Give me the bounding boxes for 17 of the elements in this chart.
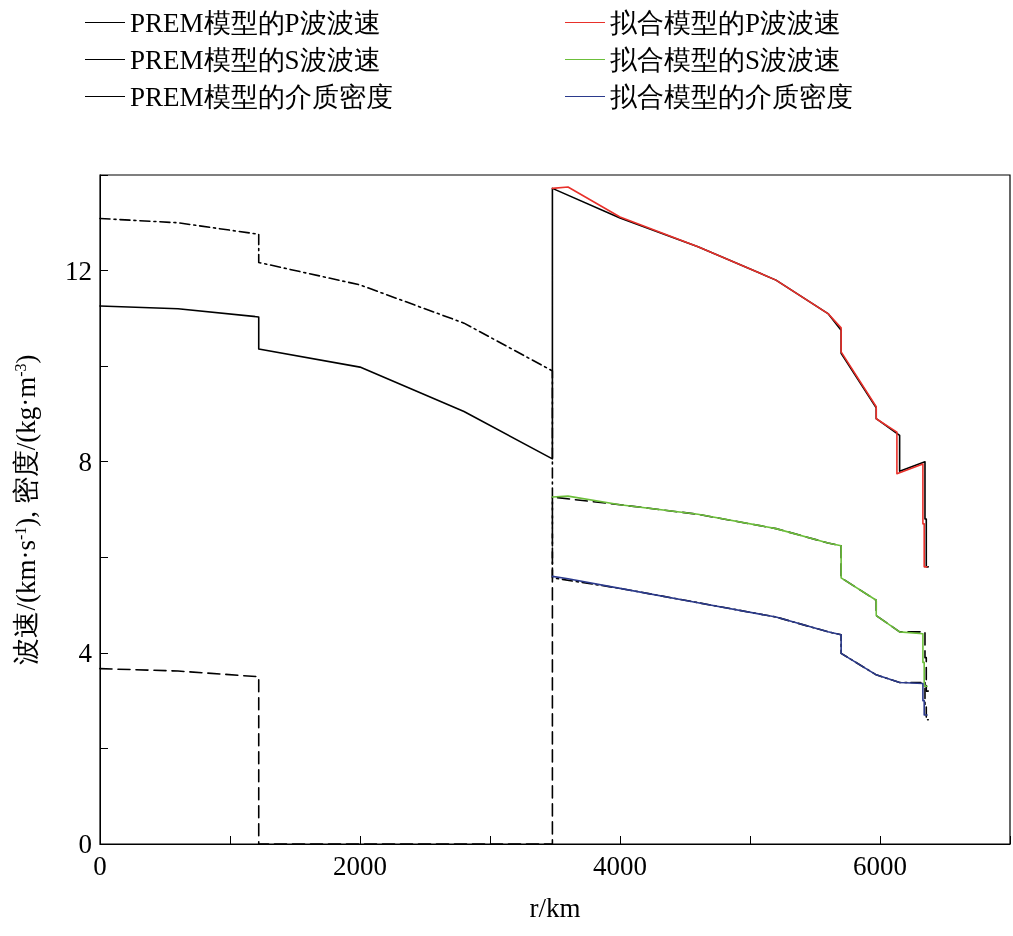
legend-label: 拟合模型的S波波速	[610, 44, 842, 75]
line-series	[551, 495, 928, 688]
legend-label: 拟合模型的介质密度	[610, 81, 853, 112]
legend-label: PREM模型的P波波速	[130, 7, 381, 38]
y-tick-label: 0	[78, 829, 92, 859]
legend-label: PREM模型的S波波速	[130, 44, 381, 75]
legend-label: PREM模型的介质密度	[130, 81, 393, 112]
y-tick-label: 4	[78, 637, 93, 668]
x-tick-label: 4000	[593, 850, 647, 881]
y-tick-label: 8	[78, 446, 92, 477]
x-tick-label: 2000	[333, 850, 387, 881]
y-axis-title: 波速/(km·s-1), 密度/(kg·m-3)	[11, 354, 41, 665]
y-tick-label: 12	[65, 255, 92, 286]
legend-label: 拟合模型的P波波速	[610, 7, 842, 38]
x-axis-title: r/km	[529, 892, 581, 923]
line-series	[551, 186, 928, 568]
x-tick-label: 6000	[853, 850, 907, 881]
